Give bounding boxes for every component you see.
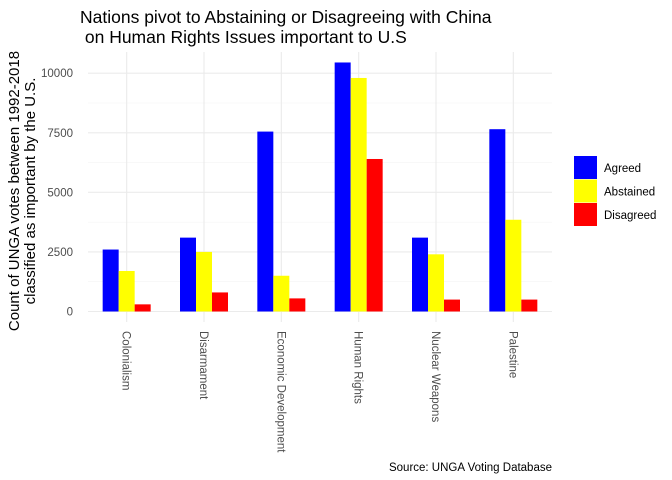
y-tick-label: 7500 <box>47 128 73 140</box>
bar-abstained <box>273 275 290 312</box>
bar-agreed <box>180 237 196 312</box>
x-axis-ticks: Colonialism Disarmament Economic Developme… <box>120 331 519 453</box>
bar-agreed <box>257 131 274 312</box>
y-axis-title-line-1: Count of UNGA votes between 1992-2018 <box>6 51 23 331</box>
bar-abstained <box>196 251 212 312</box>
bar-disagreed <box>134 304 151 312</box>
y-tick-label: 5000 <box>47 187 73 199</box>
x-tick-label: Colonialism <box>120 331 132 390</box>
bar-agreed <box>102 249 119 312</box>
x-tick-label: Nuclear Weapons <box>429 331 441 422</box>
y-axis-title-line-2: classified as important by the U.S. <box>22 78 39 305</box>
bar-abstained <box>505 219 522 312</box>
x-tick-label: Economic Development <box>274 331 286 453</box>
x-tick-label: Human Rights <box>352 331 364 404</box>
legend-label: Disagreed <box>604 210 656 222</box>
bar-disagreed <box>212 292 228 312</box>
bar-disagreed <box>289 298 306 312</box>
bar-disagreed <box>366 158 383 312</box>
legend-key-abstained <box>574 179 597 203</box>
x-tick-label: Disarmament <box>197 331 209 400</box>
x-tick-label: Palestine <box>506 331 518 378</box>
bar-agreed <box>412 237 428 312</box>
bar-abstained <box>118 270 135 312</box>
bar-agreed <box>489 129 506 312</box>
bar-disagreed <box>521 299 538 312</box>
y-tick-label: 10000 <box>41 68 73 80</box>
chart-title-line-1: Nations pivot to Abstaining or Disagreei… <box>80 7 492 27</box>
legend-label: Agreed <box>604 163 641 175</box>
legend-key-agreed <box>574 156 597 179</box>
bars <box>102 62 538 312</box>
legend-label: Abstained <box>604 187 655 199</box>
bar-agreed <box>334 62 351 312</box>
y-tick-label: 0 <box>67 307 73 319</box>
legend-key-disagreed <box>574 203 597 226</box>
chart-caption: Source: UNGA Voting Database <box>389 462 552 474</box>
chart-title-line-2: on Human Rights Issues important to U.S <box>80 27 407 47</box>
legend: Agreed Abstained Disagreed <box>574 156 656 226</box>
y-tick-label: 2500 <box>47 247 73 259</box>
bar-disagreed <box>444 299 460 312</box>
y-axis-ticks: 0 2500 5000 7500 10000 <box>41 68 73 318</box>
bar-abstained <box>350 77 367 312</box>
bar-abstained <box>428 254 444 312</box>
grid <box>88 52 552 322</box>
